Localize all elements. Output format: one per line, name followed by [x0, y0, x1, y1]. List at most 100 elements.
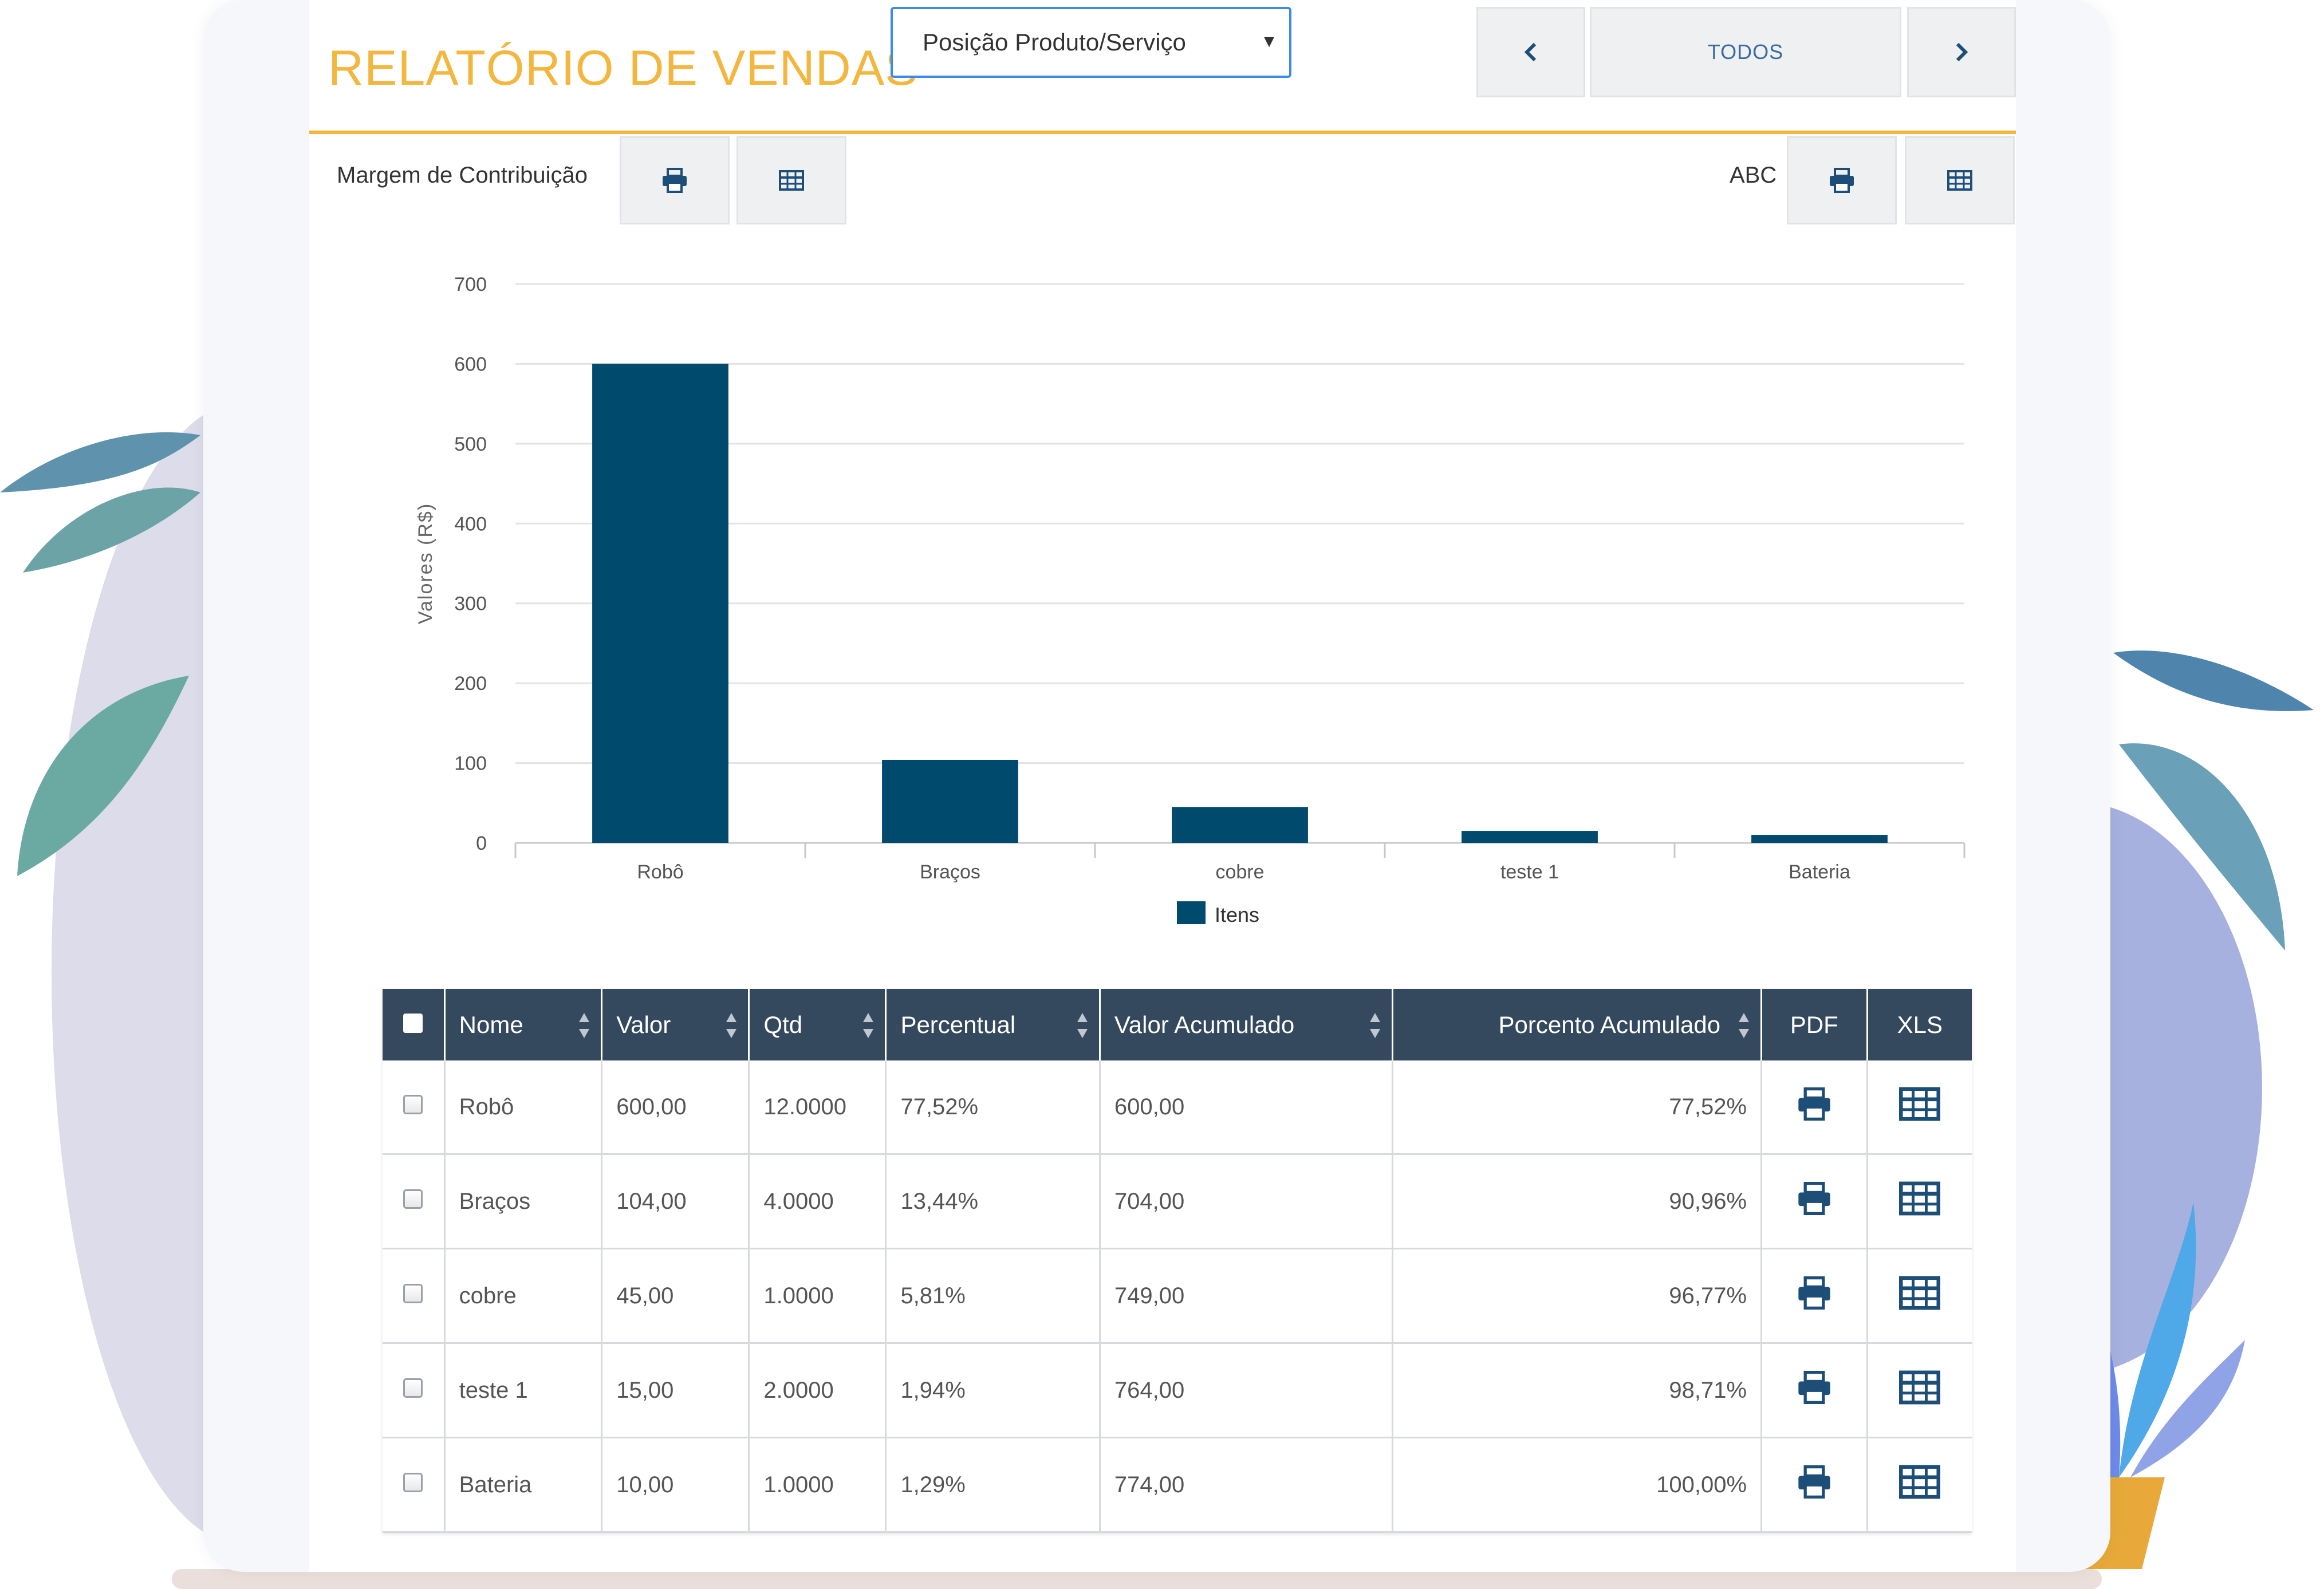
- table-grid-icon: [1899, 1465, 1941, 1499]
- bar[interactable]: [1751, 835, 1888, 843]
- cell-porcento-acumulado: 98,71%: [1392, 1343, 1763, 1438]
- y-tick-label: 400: [454, 513, 487, 535]
- cell-valor-acumulado: 749,00: [1100, 1248, 1394, 1344]
- y-tick-label: 500: [454, 433, 487, 455]
- printer-icon: [1798, 1276, 1830, 1310]
- margem-print-button[interactable]: [620, 136, 730, 224]
- report-type-select[interactable]: Posição Produto/Serviço ▼: [891, 7, 1291, 78]
- row-xls-button[interactable]: [1867, 1437, 1972, 1533]
- sort-icon: [863, 1013, 874, 1038]
- cell-percentual: 1,94%: [885, 1343, 1101, 1438]
- y-tick-label: 700: [454, 274, 487, 295]
- y-tick-label: 0: [476, 833, 487, 854]
- table-row: Braços 104,00 4.0000 13,44% 704,00 90,96%: [383, 1154, 1972, 1249]
- col-valor-acumulado[interactable]: Valor Acumulado: [1100, 989, 1394, 1060]
- cell-qtd: 1.0000: [749, 1437, 887, 1533]
- bar[interactable]: [882, 759, 1018, 843]
- x-tick-label: Robô: [637, 861, 683, 883]
- previous-button[interactable]: [1476, 7, 1585, 97]
- cell-valor: 45,00: [601, 1248, 750, 1344]
- abc-label: ABC: [1730, 163, 1777, 188]
- col-valor-acumulado-label: Valor Acumulado: [1114, 1011, 1295, 1038]
- period-filter-button[interactable]: TODOS: [1590, 7, 1901, 97]
- row-checkbox[interactable]: [383, 1343, 446, 1438]
- y-tick-label: 200: [454, 673, 487, 695]
- row-pdf-button[interactable]: [1761, 1154, 1868, 1249]
- title-divider: [309, 131, 2016, 134]
- legend-label[interactable]: Itens: [1215, 903, 1259, 926]
- table-row: cobre 45,00 1.0000 5,81% 749,00 96,77%: [383, 1248, 1972, 1344]
- table-grid-icon: [1947, 170, 1972, 191]
- checkbox-box: [403, 1378, 423, 1398]
- col-nome[interactable]: Nome: [444, 989, 603, 1060]
- abc-print-button[interactable]: [1787, 136, 1897, 224]
- col-porcento-acumulado[interactable]: Porcento Acumulado: [1392, 989, 1763, 1060]
- checkbox-box: [403, 1189, 423, 1209]
- checkbox-box: [403, 1094, 423, 1114]
- y-tick-label: 600: [454, 353, 487, 375]
- row-pdf-button[interactable]: [1761, 1060, 1868, 1155]
- cell-percentual: 13,44%: [885, 1154, 1101, 1249]
- sort-icon: [579, 1013, 590, 1038]
- cell-qtd: 4.0000: [749, 1154, 887, 1249]
- col-valor-label: Valor: [616, 1011, 671, 1038]
- col-percentual[interactable]: Percentual: [885, 989, 1101, 1060]
- select-all-box: [403, 1013, 423, 1033]
- col-xls: XLS: [1867, 989, 1972, 1060]
- next-button[interactable]: [1907, 7, 2016, 97]
- checkbox-box: [403, 1283, 423, 1303]
- sort-icon: [1739, 1013, 1750, 1038]
- cell-valor: 10,00: [601, 1437, 750, 1533]
- row-pdf-button[interactable]: [1761, 1437, 1868, 1533]
- cell-nome: cobre: [444, 1248, 603, 1344]
- bar[interactable]: [1172, 807, 1308, 843]
- cell-porcento-acumulado: 90,96%: [1392, 1154, 1763, 1249]
- row-checkbox[interactable]: [383, 1154, 446, 1249]
- cell-valor: 15,00: [601, 1343, 750, 1438]
- col-valor[interactable]: Valor: [601, 989, 750, 1060]
- col-qtd-label: Qtd: [763, 1011, 803, 1038]
- sort-icon: [1077, 1013, 1088, 1038]
- col-xls-label: XLS: [1897, 1011, 1943, 1038]
- cell-percentual: 77,52%: [885, 1060, 1101, 1155]
- printer-icon: [1798, 1465, 1830, 1499]
- cell-valor-acumulado: 774,00: [1100, 1437, 1394, 1533]
- row-checkbox[interactable]: [383, 1060, 446, 1155]
- caret-down-icon: ▼: [1261, 32, 1278, 51]
- chevron-left-icon: [1524, 42, 1537, 62]
- row-xls-button[interactable]: [1867, 1154, 1972, 1249]
- table-grid-icon: [1899, 1087, 1941, 1121]
- x-tick-label: teste 1: [1500, 861, 1559, 883]
- row-checkbox[interactable]: [383, 1248, 446, 1344]
- sales-bar-chart: 0 100 200 300 400 500 600 700 Robô Braços cobre tes…: [415, 274, 1965, 926]
- printer-icon: [1798, 1371, 1830, 1404]
- cell-porcento-acumulado: 96,77%: [1392, 1248, 1763, 1344]
- cell-nome: Bateria: [444, 1437, 603, 1533]
- bar[interactable]: [592, 364, 728, 843]
- col-nome-label: Nome: [459, 1011, 523, 1038]
- cell-nome: teste 1: [444, 1343, 603, 1438]
- row-checkbox[interactable]: [383, 1437, 446, 1533]
- row-pdf-button[interactable]: [1761, 1343, 1868, 1438]
- chevron-right-icon: [1956, 42, 1968, 62]
- row-xls-button[interactable]: [1867, 1343, 1972, 1438]
- cell-valor-acumulado: 704,00: [1100, 1154, 1394, 1249]
- cell-porcento-acumulado: 77,52%: [1392, 1060, 1763, 1155]
- report-type-selected-value: Posição Produto/Serviço: [923, 29, 1186, 56]
- col-qtd[interactable]: Qtd: [749, 989, 887, 1060]
- table-grid-icon: [1899, 1181, 1941, 1216]
- table-grid-icon: [1899, 1370, 1941, 1405]
- printer-icon: [1798, 1087, 1830, 1121]
- x-tick-label: Braços: [920, 861, 980, 883]
- cell-valor-acumulado: 600,00: [1100, 1060, 1394, 1155]
- x-tick-label: cobre: [1215, 861, 1264, 883]
- row-pdf-button[interactable]: [1761, 1248, 1868, 1344]
- table-row: Bateria 10,00 1.0000 1,29% 774,00 100,00%: [383, 1437, 1972, 1533]
- margem-table-button[interactable]: [736, 136, 846, 224]
- abc-table-button[interactable]: [1905, 136, 2015, 224]
- row-xls-button[interactable]: [1867, 1060, 1972, 1155]
- cell-qtd: 1.0000: [749, 1248, 887, 1344]
- select-all-checkbox[interactable]: [383, 989, 446, 1060]
- row-xls-button[interactable]: [1867, 1248, 1972, 1344]
- bar[interactable]: [1462, 831, 1598, 843]
